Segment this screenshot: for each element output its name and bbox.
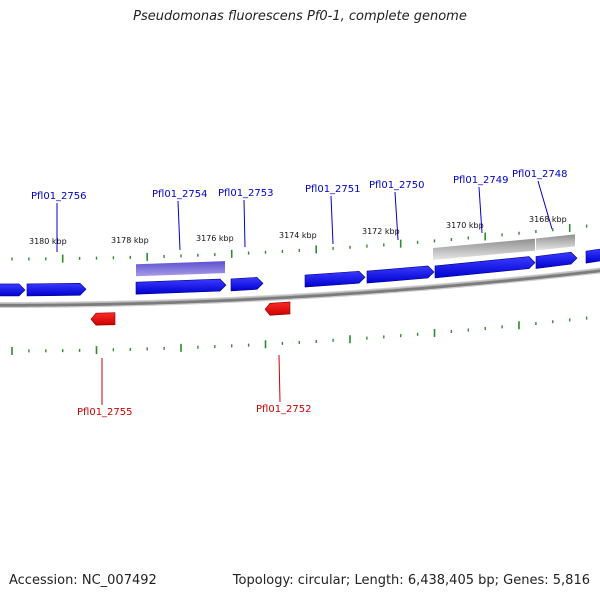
leader-line — [537, 180, 553, 230]
topology-value: circular — [297, 573, 346, 588]
genes-label: Genes: — [503, 573, 549, 588]
reverse-scale-ticks — [11, 316, 588, 355]
forward-gene-arrow — [585, 248, 600, 264]
gene-label[interactable]: Pfl01_2753 — [218, 188, 274, 199]
forward-gene-arrow — [135, 278, 227, 295]
label-leader-lines — [56, 180, 553, 405]
genes-value: 5,816 — [552, 573, 590, 588]
scale-label: 3176 kbp — [196, 234, 234, 243]
forward-gene-arrow — [26, 282, 87, 297]
accession-value: NC_007492 — [81, 573, 157, 588]
scale-label: 3170 kbp — [446, 221, 484, 230]
leader-line — [330, 195, 334, 245]
forward-gene-arrow — [366, 265, 435, 284]
forward-gene-arrow — [0, 283, 26, 297]
forward-gene-arrow — [535, 251, 578, 269]
gene-labels[interactable]: Pfl01_2756 Pfl01_2754 Pfl01_2753 Pfl01_2751… — [31, 169, 568, 418]
scale-label: 3180 kbp — [29, 237, 67, 246]
length-value: 6,438,405 bp — [407, 573, 495, 588]
map-title: Pseudomonas fluorescens Pf0-1, complete … — [133, 9, 467, 24]
selected-feature-band — [136, 261, 225, 277]
scale-label: 3178 kbp — [111, 236, 149, 245]
leader-line — [177, 200, 181, 251]
accession-label: Accession: — [9, 573, 78, 588]
other-feature-band — [433, 238, 535, 261]
separator: ; — [345, 573, 351, 588]
gene-label[interactable]: Pfl01_2751 — [305, 184, 361, 195]
feature-track — [0, 234, 600, 326]
other-feature-band — [536, 234, 575, 251]
length-label: Length: — [354, 573, 404, 588]
gene-label[interactable]: Pfl01_2748 — [512, 169, 568, 180]
forward-gene-arrow — [230, 277, 264, 292]
reverse-gene-arrow — [264, 301, 291, 316]
reverse-gene-arrow — [90, 312, 116, 326]
gene-label[interactable]: Pfl01_2750 — [369, 180, 425, 191]
topology-label: Topology: — [232, 573, 294, 588]
accession-info: Accession: NC_007492 — [9, 573, 157, 588]
scale-label: 3168 kbp — [529, 215, 567, 224]
forward-gene-arrow — [434, 256, 536, 279]
leader-line — [478, 186, 483, 234]
backbone-shadow — [0, 267, 600, 308]
gene-label[interactable]: Pfl01_2749 — [453, 175, 509, 186]
genome-backbone — [0, 267, 600, 308]
gene-label[interactable]: Pfl01_2754 — [152, 189, 208, 200]
genome-summary: Topology: circular; Length: 6,438,405 bp… — [233, 573, 590, 588]
leader-line — [278, 354, 281, 403]
scale-labels: 3180 kbp 3178 kbp 3176 kbp 3174 kbp 3172 kbp… — [29, 215, 567, 246]
scale-label: 3172 kbp — [362, 227, 400, 236]
leader-line — [243, 199, 246, 248]
gene-label[interactable]: Pfl01_2756 — [31, 191, 87, 202]
separator: ; — [494, 573, 500, 588]
gene-label[interactable]: Pfl01_2752 — [256, 404, 312, 415]
backbone-line — [0, 268, 600, 307]
forward-gene-arrow — [304, 270, 366, 288]
leader-line — [394, 191, 399, 241]
forward-scale-ticks — [11, 223, 588, 263]
backbone-highlight — [0, 268, 600, 304]
gene-label[interactable]: Pfl01_2755 — [77, 407, 133, 418]
scale-label: 3174 kbp — [279, 231, 317, 240]
